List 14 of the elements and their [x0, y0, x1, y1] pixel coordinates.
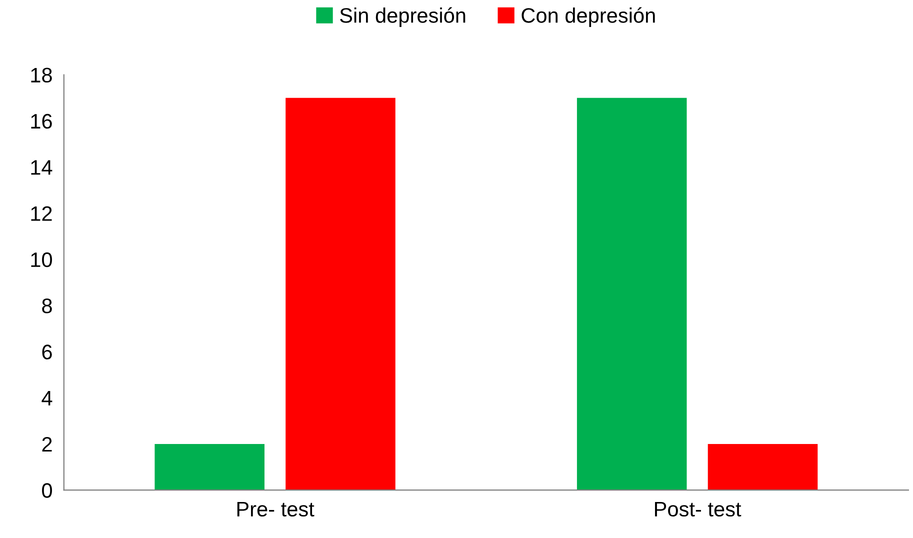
y-tick-label: 8 [42, 298, 52, 314]
x-tick-label: Post- test [655, 502, 742, 517]
y-tick-label: 4 [42, 391, 52, 406]
y-tick-label: 0 [42, 483, 52, 498]
y-tick-label: 6 [42, 344, 52, 360]
y-tick-label: 2 [42, 436, 52, 452]
legend-label: Con depresión [522, 7, 655, 27]
y-tick-label: 12 [31, 206, 52, 221]
y-tick-label: 10 [31, 252, 52, 268]
x-tick-label: Pre- test [237, 502, 314, 517]
y-tick-label: 14 [31, 160, 52, 175]
y-tick-label: 16 [31, 114, 52, 129]
legend-label: Sin depresión [340, 7, 466, 27]
y-tick-label: 18 [31, 68, 52, 83]
